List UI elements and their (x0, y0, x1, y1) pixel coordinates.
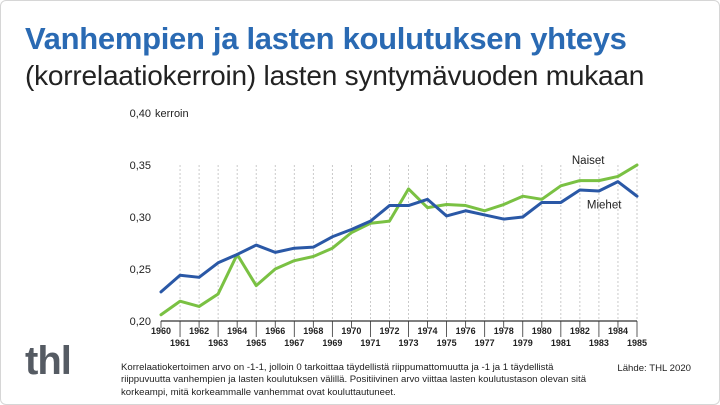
gridlines (179, 165, 638, 321)
series-label-miehet: Miehet (587, 200, 622, 212)
x-tick-label: 1984 (608, 326, 628, 336)
chart-title: Vanhempien ja lasten koulutuksen yhteys (25, 21, 627, 56)
x-tick-label: 1977 (475, 338, 495, 348)
x-tick-label: 1970 (341, 326, 361, 336)
x-tick-label: 1963 (208, 338, 228, 348)
x-tick-label: 1966 (265, 326, 285, 336)
x-axis: 1960 1962 1964 1966 1968 1970 1972 1974 1976 1978… (151, 320, 647, 348)
x-tick-label: 1967 (284, 338, 304, 348)
series-lines (159, 163, 639, 317)
x-tick-label: 1961 (170, 338, 190, 348)
series-line-miehet (159, 180, 639, 294)
x-tick-label: 1965 (246, 338, 266, 348)
y-tick-label: 0,40 (130, 108, 151, 120)
x-tick-label: 1981 (551, 338, 571, 348)
thl-logo: thl (25, 339, 72, 383)
footnote: Korrelaatiokertoimen arvo on -1-1, jollo… (121, 362, 587, 398)
x-tick-label: 1982 (570, 326, 590, 336)
chart-subtitle: (korrelaatiokerroin) lasten syntymävuode… (25, 60, 645, 91)
y-tick-label: 0,30 (130, 212, 151, 224)
series-line-naiset (159, 163, 639, 317)
x-tick-label: 1974 (418, 326, 438, 336)
x-tick-label: 1983 (589, 338, 609, 348)
series-labels: Naiset Miehet (572, 155, 622, 212)
x-tick-label: 1972 (379, 326, 399, 336)
x-tick-label: 1962 (189, 326, 209, 336)
x-tick-label: 1960 (151, 326, 171, 336)
x-tick-label: 1978 (494, 326, 514, 336)
x-tick-label: 1976 (456, 326, 476, 336)
y-axis-label: kerroin (155, 108, 189, 120)
x-tick-label: 1969 (322, 338, 342, 348)
y-tick-label: 0,20 (130, 316, 151, 328)
y-tick-label: 0,25 (130, 264, 151, 276)
x-tick-label: 1985 (627, 338, 647, 348)
source-label: Lähde: THL 2020 (617, 363, 691, 374)
y-axis: 0,20 0,25 0,30 0,35 0,40 kerroin (130, 108, 189, 328)
y-tick-label: 0,35 (130, 160, 151, 172)
x-tick-label: 1975 (437, 338, 457, 348)
series-label-naiset: Naiset (572, 155, 605, 167)
x-tick-label: 1973 (399, 338, 419, 348)
x-tick-label: 1979 (513, 338, 533, 348)
x-tick-label: 1968 (303, 326, 323, 336)
x-tick-label: 1964 (227, 326, 247, 336)
x-tick-label: 1980 (532, 326, 552, 336)
x-tick-label: 1971 (360, 338, 380, 348)
